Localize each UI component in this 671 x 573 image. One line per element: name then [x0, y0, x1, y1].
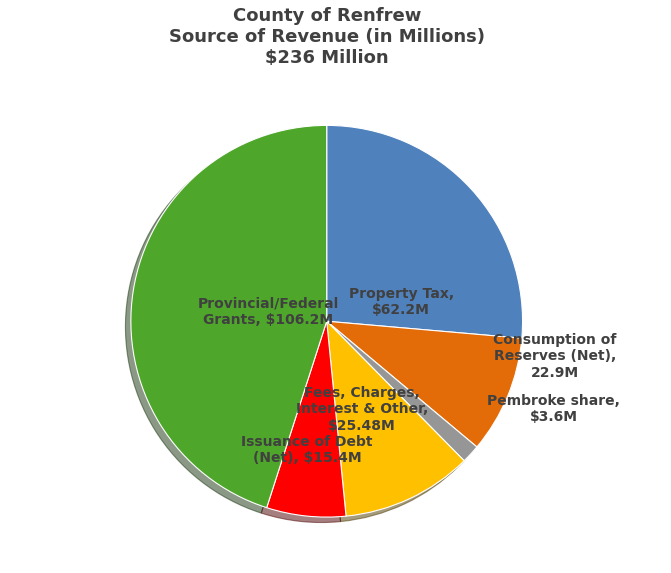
Wedge shape	[327, 321, 477, 461]
Wedge shape	[266, 321, 346, 517]
Wedge shape	[327, 321, 522, 447]
Text: Property Tax,
$62.2M: Property Tax, $62.2M	[348, 286, 454, 317]
Text: Fees, Charges,
Interest & Other,
$25.48M: Fees, Charges, Interest & Other, $25.48M	[296, 386, 428, 433]
Text: Consumption of
Reserves (Net),
22.9M: Consumption of Reserves (Net), 22.9M	[493, 333, 617, 380]
Text: Issuance of Debt
(Net), $15.4M: Issuance of Debt (Net), $15.4M	[242, 435, 373, 465]
Title: County of Renfrew
Source of Revenue (in Millions)
$236 Million: County of Renfrew Source of Revenue (in …	[168, 7, 484, 66]
Text: Pembroke share,
$3.6M: Pembroke share, $3.6M	[487, 394, 620, 425]
Wedge shape	[327, 321, 464, 516]
Text: Provincial/Federal
Grants, $106.2M: Provincial/Federal Grants, $106.2M	[197, 296, 339, 327]
Wedge shape	[131, 125, 327, 508]
Wedge shape	[327, 125, 523, 338]
